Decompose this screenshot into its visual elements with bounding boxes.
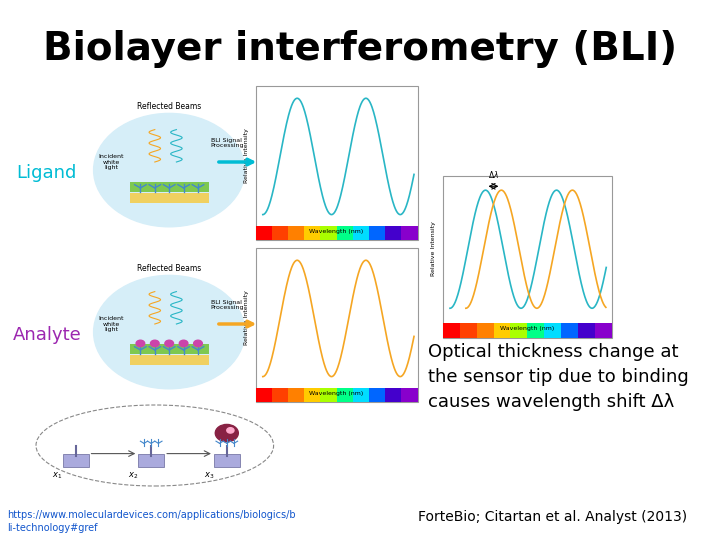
- Circle shape: [179, 340, 188, 347]
- Text: Ligand: Ligand: [17, 164, 77, 182]
- FancyBboxPatch shape: [353, 388, 369, 402]
- FancyBboxPatch shape: [477, 323, 494, 338]
- FancyBboxPatch shape: [443, 323, 459, 338]
- FancyBboxPatch shape: [320, 388, 336, 402]
- Text: Wavelength (nm): Wavelength (nm): [310, 229, 364, 234]
- FancyBboxPatch shape: [562, 323, 578, 338]
- Text: Reflected Beams: Reflected Beams: [137, 264, 202, 273]
- Text: Analyte: Analyte: [12, 326, 81, 344]
- FancyBboxPatch shape: [288, 226, 304, 240]
- FancyBboxPatch shape: [402, 226, 418, 240]
- FancyBboxPatch shape: [510, 323, 527, 338]
- FancyBboxPatch shape: [138, 454, 164, 467]
- Text: BLI Signal
Processing: BLI Signal Processing: [210, 138, 243, 148]
- Text: $\Delta\lambda$: $\Delta\lambda$: [488, 169, 499, 180]
- FancyBboxPatch shape: [130, 193, 209, 202]
- FancyBboxPatch shape: [288, 388, 304, 402]
- FancyBboxPatch shape: [353, 226, 369, 240]
- FancyBboxPatch shape: [544, 323, 562, 338]
- Text: Relative Intensity: Relative Intensity: [245, 128, 249, 183]
- Circle shape: [94, 275, 245, 389]
- Text: Relative Intensity: Relative Intensity: [245, 290, 249, 345]
- FancyBboxPatch shape: [130, 355, 209, 365]
- FancyBboxPatch shape: [304, 226, 320, 240]
- FancyBboxPatch shape: [272, 226, 288, 240]
- FancyBboxPatch shape: [443, 176, 612, 338]
- Text: ForteBio; Citartan et al. Analyst (2013): ForteBio; Citartan et al. Analyst (2013): [418, 510, 687, 524]
- Text: Incident
white
light: Incident white light: [99, 316, 125, 332]
- Text: Incident
white
light: Incident white light: [99, 154, 125, 170]
- FancyBboxPatch shape: [578, 323, 595, 338]
- Circle shape: [194, 340, 202, 347]
- FancyBboxPatch shape: [272, 388, 288, 402]
- Text: BLI Signal
Processing: BLI Signal Processing: [210, 300, 243, 310]
- Circle shape: [94, 113, 245, 227]
- Text: Optical thickness change at
the sensor tip due to binding
causes wavelength shif: Optical thickness change at the sensor t…: [428, 343, 689, 411]
- FancyBboxPatch shape: [459, 323, 477, 338]
- Text: Wavelength (nm): Wavelength (nm): [310, 391, 364, 396]
- FancyBboxPatch shape: [369, 226, 385, 240]
- FancyBboxPatch shape: [256, 86, 418, 240]
- FancyBboxPatch shape: [256, 226, 272, 240]
- FancyBboxPatch shape: [336, 388, 353, 402]
- FancyBboxPatch shape: [527, 323, 544, 338]
- Text: Wavelength (nm): Wavelength (nm): [500, 326, 554, 330]
- Text: https://www.moleculardevices.com/applications/biologics/b
li-technology#gref: https://www.moleculardevices.com/applica…: [7, 510, 296, 532]
- Text: Biolayer interferometry (BLI): Biolayer interferometry (BLI): [43, 30, 677, 68]
- FancyBboxPatch shape: [130, 344, 209, 354]
- FancyBboxPatch shape: [63, 454, 89, 467]
- Circle shape: [215, 424, 238, 442]
- FancyBboxPatch shape: [214, 454, 240, 467]
- FancyBboxPatch shape: [336, 226, 353, 240]
- FancyBboxPatch shape: [494, 323, 510, 338]
- FancyBboxPatch shape: [595, 323, 612, 338]
- FancyBboxPatch shape: [369, 388, 385, 402]
- Circle shape: [165, 340, 174, 347]
- Text: $x_3$: $x_3$: [204, 471, 214, 481]
- FancyBboxPatch shape: [385, 388, 401, 402]
- FancyBboxPatch shape: [385, 226, 401, 240]
- FancyBboxPatch shape: [256, 248, 418, 402]
- Text: Reflected Beams: Reflected Beams: [137, 102, 202, 111]
- FancyBboxPatch shape: [402, 388, 418, 402]
- Circle shape: [150, 340, 159, 347]
- FancyBboxPatch shape: [320, 226, 336, 240]
- FancyBboxPatch shape: [304, 388, 320, 402]
- FancyBboxPatch shape: [130, 182, 209, 192]
- Circle shape: [227, 428, 234, 433]
- FancyBboxPatch shape: [256, 388, 272, 402]
- Text: $x_1$: $x_1$: [53, 471, 63, 481]
- Circle shape: [136, 340, 145, 347]
- Text: $x_2$: $x_2$: [128, 471, 138, 481]
- Text: Relative Intensity: Relative Intensity: [431, 221, 436, 276]
